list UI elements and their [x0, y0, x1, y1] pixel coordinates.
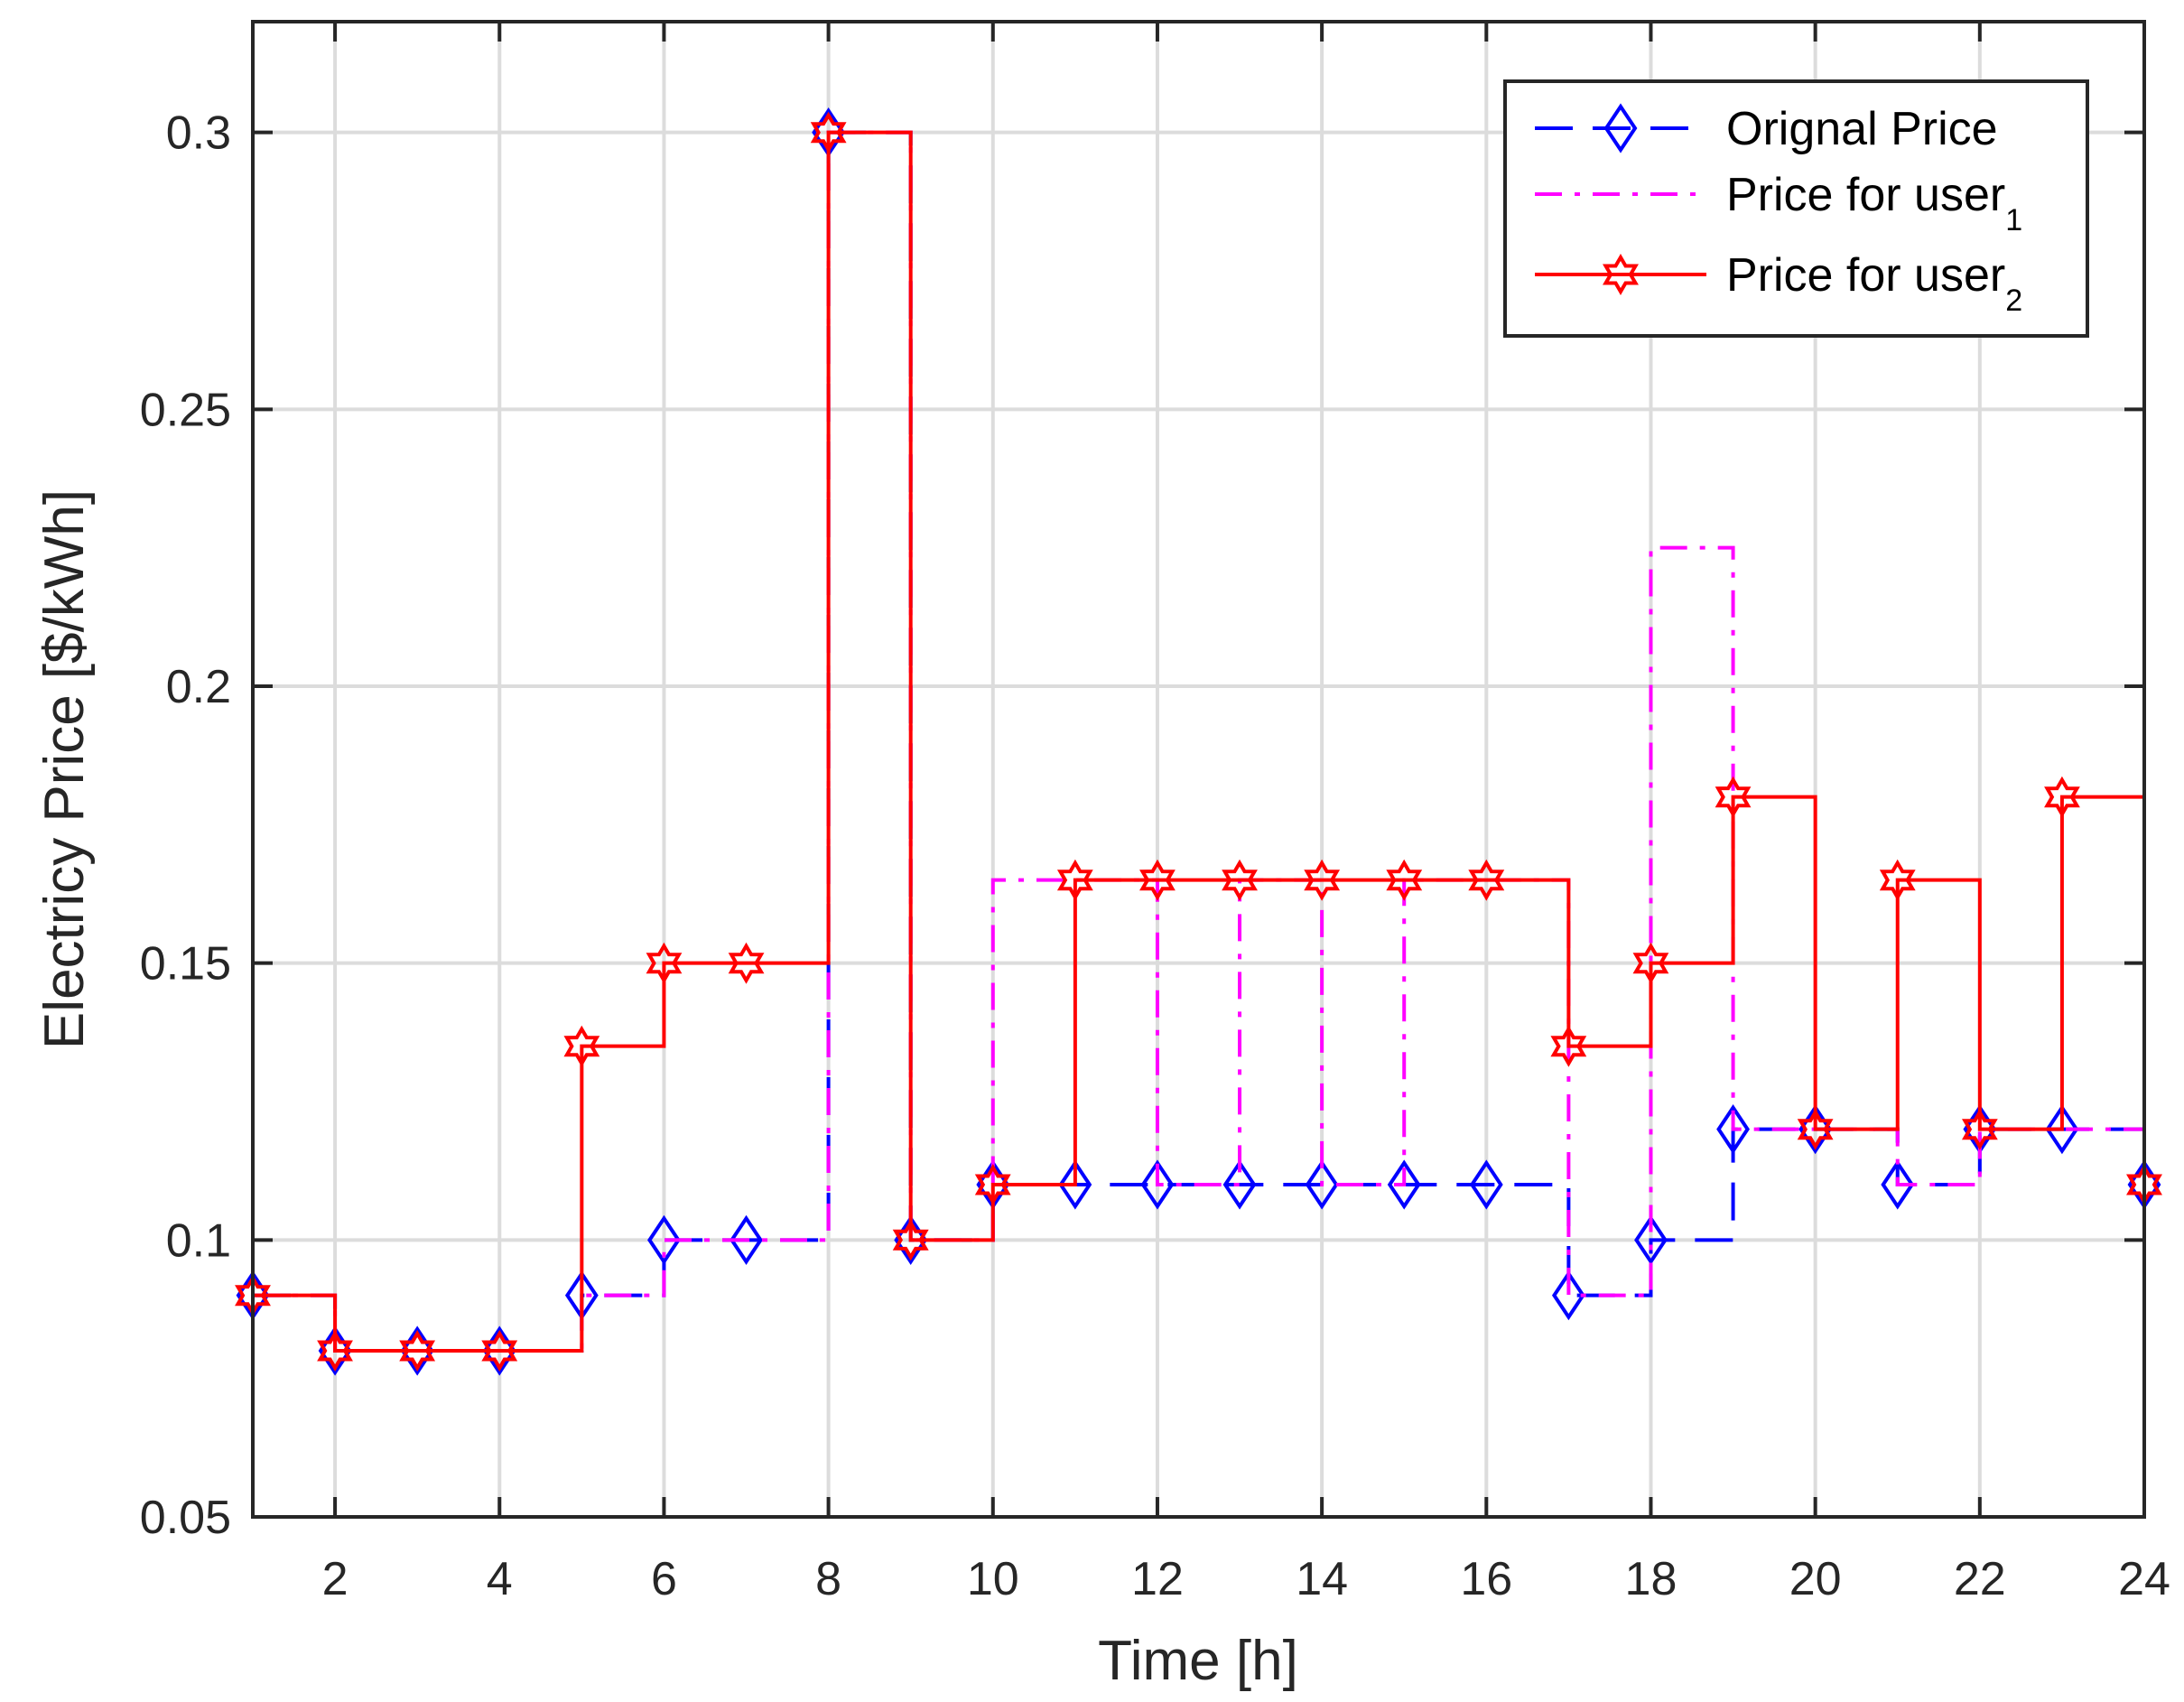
x-tick-label: 14: [1296, 1553, 1348, 1605]
y-tick-label: 0.25: [140, 384, 231, 436]
series-layer: [235, 107, 2162, 1376]
series-3-point: [317, 1330, 353, 1372]
series-3-point: [810, 111, 847, 153]
series-3-point: [1056, 859, 1093, 901]
x-tick-label: 10: [967, 1553, 1019, 1605]
legend-marker: [1603, 103, 1638, 153]
series-3-point: [892, 1219, 929, 1261]
series-1-point: [1881, 1159, 1915, 1210]
series-3-point: [646, 942, 683, 984]
x-tick-label: 20: [1789, 1553, 1842, 1605]
series-1-point: [1469, 1159, 1503, 1210]
x-tick-label: 24: [2118, 1553, 2170, 1605]
series-1-point: [1058, 1159, 1092, 1210]
x-tick-label: 2: [322, 1553, 349, 1605]
series-3-point: [1304, 859, 1341, 901]
y-tick-label: 0.05: [140, 1492, 231, 1544]
x-tick-label: 8: [815, 1553, 841, 1605]
legend-label-subscript: 2: [2005, 284, 2022, 318]
legend-box: [1503, 79, 2089, 338]
y-tick-label: 0.3: [166, 107, 231, 160]
y-tick-label: 0.1: [166, 1214, 231, 1267]
series-3-point: [1139, 859, 1176, 901]
series-1-point: [1716, 1104, 1750, 1155]
series-1-point: [730, 1214, 763, 1265]
x-tick-label: 4: [487, 1553, 513, 1605]
x-tick-label: 22: [1954, 1553, 2006, 1605]
series-3-point: [974, 1164, 1011, 1205]
series-1-point: [2045, 1104, 2079, 1155]
series-3-line: [253, 130, 2146, 1353]
series-3-point: [1632, 942, 1669, 984]
x-tick-label: 16: [1460, 1553, 1512, 1605]
series-3-point: [399, 1330, 436, 1372]
series-3-point: [2044, 776, 2080, 818]
y-tick-labels: 0.05 0.1 0.15 0.2 0.25 0.3: [140, 107, 231, 1544]
x-tick-label: 12: [1131, 1553, 1184, 1605]
series-1-point: [1305, 1159, 1339, 1210]
series-3-point: [1468, 859, 1505, 901]
x-tick-labels: 2 4 6 8 10 12 14 16 18 20 22 24: [322, 1553, 2170, 1605]
series-3-point: [1386, 859, 1423, 901]
y-tick-label: 0.15: [140, 938, 231, 991]
legend-label: Orignal Price: [1726, 103, 1998, 155]
series-3-point: [1550, 1025, 1587, 1067]
legend-marker: [1603, 254, 1639, 295]
plot-frame: [251, 20, 2146, 1519]
ticks: [253, 22, 2146, 1519]
series-3-point: [563, 1025, 600, 1067]
y-tick-label: 0.2: [166, 661, 231, 713]
series-3: [235, 111, 2162, 1372]
y-axis-label: Electricy Price [$/kWh]: [33, 489, 96, 1049]
series-3-point: [1961, 1108, 1998, 1150]
x-axis-label: Time [h]: [1098, 1630, 1298, 1692]
series-3-point: [481, 1330, 518, 1372]
series-3-point: [1222, 859, 1258, 901]
x-tick-label: 18: [1625, 1553, 1677, 1605]
legend-entry-1: Orignal Price: [1535, 103, 1998, 155]
series-3-point: [1715, 776, 1752, 818]
series-3-point: [1879, 859, 1916, 901]
legend-label-subscript: 1: [2005, 203, 2022, 237]
series-1-point: [1387, 1159, 1421, 1210]
series-1-point: [1222, 1159, 1257, 1210]
series-1-point: [1634, 1214, 1668, 1265]
series-3-point: [1797, 1108, 1834, 1150]
series-3-point: [728, 942, 765, 984]
series-1-point: [1140, 1159, 1175, 1210]
series-1-point: [1551, 1270, 1585, 1321]
series-1-point: [647, 1214, 681, 1265]
x-tick-label: 6: [651, 1553, 677, 1605]
